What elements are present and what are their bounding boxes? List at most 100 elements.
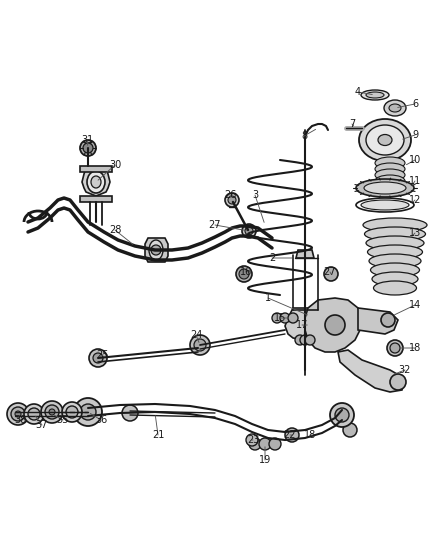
Ellipse shape xyxy=(358,119,410,161)
Circle shape xyxy=(334,408,348,422)
Ellipse shape xyxy=(374,169,404,181)
Ellipse shape xyxy=(377,134,391,146)
Text: 22: 22 xyxy=(283,430,296,440)
Text: 28: 28 xyxy=(109,225,121,235)
Polygon shape xyxy=(304,298,361,352)
Circle shape xyxy=(272,313,281,323)
Circle shape xyxy=(389,343,399,353)
Circle shape xyxy=(151,245,161,255)
Text: 18: 18 xyxy=(408,343,420,353)
Ellipse shape xyxy=(388,104,400,112)
Ellipse shape xyxy=(370,263,419,277)
Circle shape xyxy=(244,227,252,235)
Text: 6: 6 xyxy=(411,99,417,109)
Ellipse shape xyxy=(365,92,383,98)
Circle shape xyxy=(41,401,63,423)
Text: 2: 2 xyxy=(268,253,275,263)
Ellipse shape xyxy=(362,218,426,232)
Polygon shape xyxy=(82,168,110,196)
Ellipse shape xyxy=(374,163,404,175)
Circle shape xyxy=(7,403,29,425)
Ellipse shape xyxy=(383,100,405,116)
Text: 21: 21 xyxy=(152,430,164,440)
Ellipse shape xyxy=(365,236,423,250)
Circle shape xyxy=(245,434,258,446)
Circle shape xyxy=(83,143,93,153)
Text: 11: 11 xyxy=(408,176,420,186)
Circle shape xyxy=(93,353,103,363)
Circle shape xyxy=(258,438,270,450)
Circle shape xyxy=(236,266,251,282)
Circle shape xyxy=(284,428,298,442)
Circle shape xyxy=(227,196,236,204)
Text: 38: 38 xyxy=(14,415,26,425)
Ellipse shape xyxy=(374,157,404,169)
Circle shape xyxy=(342,423,356,437)
Ellipse shape xyxy=(367,245,421,259)
Polygon shape xyxy=(284,308,325,340)
Circle shape xyxy=(324,315,344,335)
Text: 18: 18 xyxy=(303,430,315,440)
Ellipse shape xyxy=(374,175,404,187)
Polygon shape xyxy=(295,250,313,258)
Text: 27: 27 xyxy=(323,267,336,277)
Circle shape xyxy=(380,313,394,327)
Text: 3: 3 xyxy=(251,190,258,200)
Ellipse shape xyxy=(355,179,413,197)
Circle shape xyxy=(389,374,405,390)
Polygon shape xyxy=(357,308,397,334)
Circle shape xyxy=(62,402,82,422)
Circle shape xyxy=(238,269,248,279)
Circle shape xyxy=(15,411,21,417)
Circle shape xyxy=(24,404,44,424)
Ellipse shape xyxy=(365,125,403,155)
Ellipse shape xyxy=(363,182,405,194)
Text: 17: 17 xyxy=(295,320,307,330)
Ellipse shape xyxy=(91,176,101,188)
Circle shape xyxy=(241,224,255,238)
Polygon shape xyxy=(337,350,403,392)
Circle shape xyxy=(89,349,107,367)
Text: 25: 25 xyxy=(96,350,109,360)
Text: 10: 10 xyxy=(408,155,420,165)
Text: 35: 35 xyxy=(57,415,69,425)
Circle shape xyxy=(304,335,314,345)
Text: 8: 8 xyxy=(300,131,306,141)
Polygon shape xyxy=(80,196,112,202)
Ellipse shape xyxy=(374,181,404,193)
Circle shape xyxy=(80,404,96,420)
Text: 1: 1 xyxy=(265,293,270,303)
Text: 13: 13 xyxy=(408,228,420,238)
Ellipse shape xyxy=(371,272,417,286)
Circle shape xyxy=(323,267,337,281)
Circle shape xyxy=(287,313,297,323)
Text: 19: 19 xyxy=(258,455,271,465)
Circle shape xyxy=(294,335,304,345)
Circle shape xyxy=(122,405,138,421)
Circle shape xyxy=(190,335,209,355)
Text: 32: 32 xyxy=(398,365,410,375)
Text: 31: 31 xyxy=(81,135,93,145)
Circle shape xyxy=(66,406,78,418)
Circle shape xyxy=(194,339,205,351)
Circle shape xyxy=(28,408,40,420)
Ellipse shape xyxy=(360,200,408,210)
Ellipse shape xyxy=(373,281,416,295)
Text: 12: 12 xyxy=(408,195,420,205)
Text: 27: 27 xyxy=(208,220,221,230)
Text: 4: 4 xyxy=(354,87,360,97)
Ellipse shape xyxy=(360,90,388,100)
Text: 30: 30 xyxy=(109,160,121,170)
Text: 24: 24 xyxy=(189,330,202,340)
Circle shape xyxy=(45,405,59,419)
Ellipse shape xyxy=(87,171,105,193)
Text: 14: 14 xyxy=(408,300,420,310)
Text: 23: 23 xyxy=(246,435,258,445)
Text: 7: 7 xyxy=(348,119,354,129)
Ellipse shape xyxy=(368,254,420,268)
Circle shape xyxy=(49,409,55,415)
Circle shape xyxy=(80,140,96,156)
Circle shape xyxy=(268,438,280,450)
Text: 37: 37 xyxy=(36,420,48,430)
Text: 26: 26 xyxy=(223,190,236,200)
